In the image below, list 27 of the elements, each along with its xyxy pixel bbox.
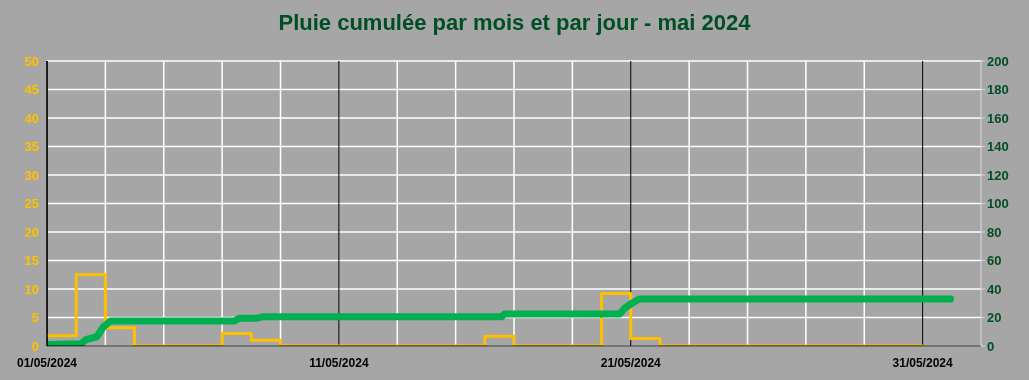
x-tick-label: 21/05/2024 — [600, 355, 662, 370]
y-tick-label: 0 — [31, 338, 39, 354]
y-tick-label: 5 — [31, 310, 39, 326]
x-tick-label: 31/05/2024 — [892, 355, 953, 370]
y2-tick-label: 140 — [987, 139, 1009, 155]
chart-title: Pluie cumulée par mois et par jour - mai 2024 — [277, 10, 752, 36]
y-tick-label: 10 — [24, 281, 39, 297]
y-tick-label: 35 — [24, 139, 39, 155]
y2-tick-label: 120 — [987, 167, 1009, 183]
y2-tick-label: 20 — [987, 310, 1002, 326]
y-tick-label: 20 — [24, 224, 39, 240]
y-tick-label: 30 — [24, 167, 39, 183]
y-tick-label: 40 — [24, 110, 39, 126]
y2-tick-label: 0 — [987, 338, 995, 354]
y2-tick-label: 200 — [987, 53, 1009, 69]
y2-tick-label: 160 — [987, 110, 1009, 126]
y2-tick-label: 100 — [987, 196, 1009, 212]
y2-tick-label: 80 — [987, 224, 1002, 240]
y2-tick-label: 40 — [987, 281, 1002, 297]
y-tick-label: 45 — [24, 82, 39, 98]
x-tick-label: 11/05/2024 — [309, 355, 369, 370]
x-tick-label: 01/05/2024 — [16, 355, 78, 370]
y-tick-label: 15 — [24, 253, 39, 269]
y2-tick-label: 60 — [987, 253, 1002, 269]
y-tick-label: 25 — [24, 196, 39, 212]
y2-tick-label: 180 — [987, 82, 1009, 98]
y-tick-label: 50 — [24, 53, 39, 69]
